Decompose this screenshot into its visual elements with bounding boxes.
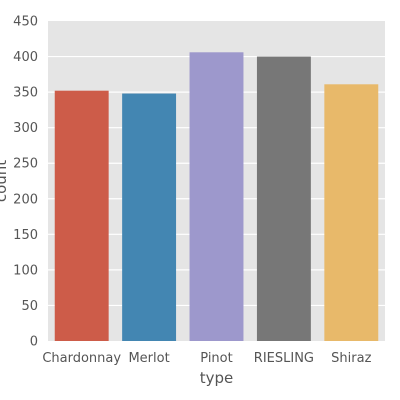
- x-tick-label: Pinot: [200, 351, 232, 366]
- y-tick-label: 0: [30, 335, 38, 350]
- x-axis-label: type: [200, 369, 234, 387]
- y-tick-label: 450: [13, 15, 38, 30]
- y-tick-label: 100: [13, 263, 38, 278]
- x-tick-label: RIESLING: [254, 351, 314, 366]
- y-axis-ticks: 0 50 100 150 200 250 300 350 400 450: [13, 15, 38, 350]
- y-tick-label: 150: [13, 228, 38, 243]
- y-tick-label: 300: [13, 121, 38, 136]
- bar-shiraz: [324, 84, 379, 342]
- x-axis-ticks: Chardonnay Merlot Pinot RIESLING Shiraz: [42, 351, 371, 366]
- y-tick-label: 400: [13, 50, 38, 65]
- bar-riesling: [256, 56, 311, 342]
- y-tick-label: 350: [13, 86, 38, 101]
- y-axis-label: count: [0, 160, 10, 202]
- x-tick-label: Chardonnay: [42, 351, 121, 366]
- bars: [54, 52, 379, 342]
- y-tick-label: 50: [21, 299, 38, 314]
- bar-chardonnay: [54, 90, 109, 341]
- x-tick-label: Merlot: [128, 351, 169, 366]
- bar-merlot: [122, 93, 177, 342]
- y-tick-label: 250: [13, 157, 38, 172]
- x-tick-label: Shiraz: [331, 351, 371, 366]
- bar-pinot: [189, 52, 244, 342]
- y-tick-label: 200: [13, 192, 38, 207]
